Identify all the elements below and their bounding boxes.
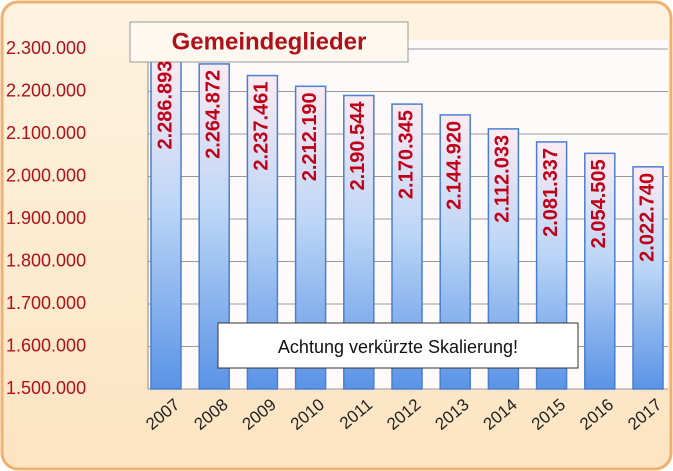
y-tick-label: 1.500.000 [6,378,86,398]
data-label: 2.054.505 [588,159,610,248]
annotation-box [217,322,579,369]
bar [632,166,664,390]
chart-title: Gemeindeglieder [172,28,367,55]
bar [150,53,182,390]
data-label: 2.264.872 [202,70,224,159]
y-tick-label: 1.700.000 [6,293,86,313]
bar [584,152,616,390]
y-tick-label: 2.300.000 [6,38,86,58]
data-label: 2.022.740 [636,173,658,262]
data-label: 2.237.461 [251,82,273,171]
y-tick-label: 2.200.000 [6,80,86,100]
y-tick-label: 2.100.000 [6,123,86,143]
data-label: 2.081.337 [540,148,562,237]
data-label: 2.190.544 [347,101,369,191]
annotation: Achtung verkürzte Skalierung! [278,337,518,357]
data-label: 2.112.033 [492,135,514,223]
data-label: 2.144.920 [443,121,465,210]
data-label: 2.212.190 [299,92,321,181]
y-tick-label: 2.000.000 [6,165,86,185]
title-box [129,21,409,63]
y-tick-label: 1.600.000 [6,335,86,355]
data-label: 2.286.893 [154,61,176,150]
data-label: 2.170.345 [395,110,417,199]
y-tick-label: 1.900.000 [6,208,86,228]
y-tick-label: 1.800.000 [6,250,86,270]
